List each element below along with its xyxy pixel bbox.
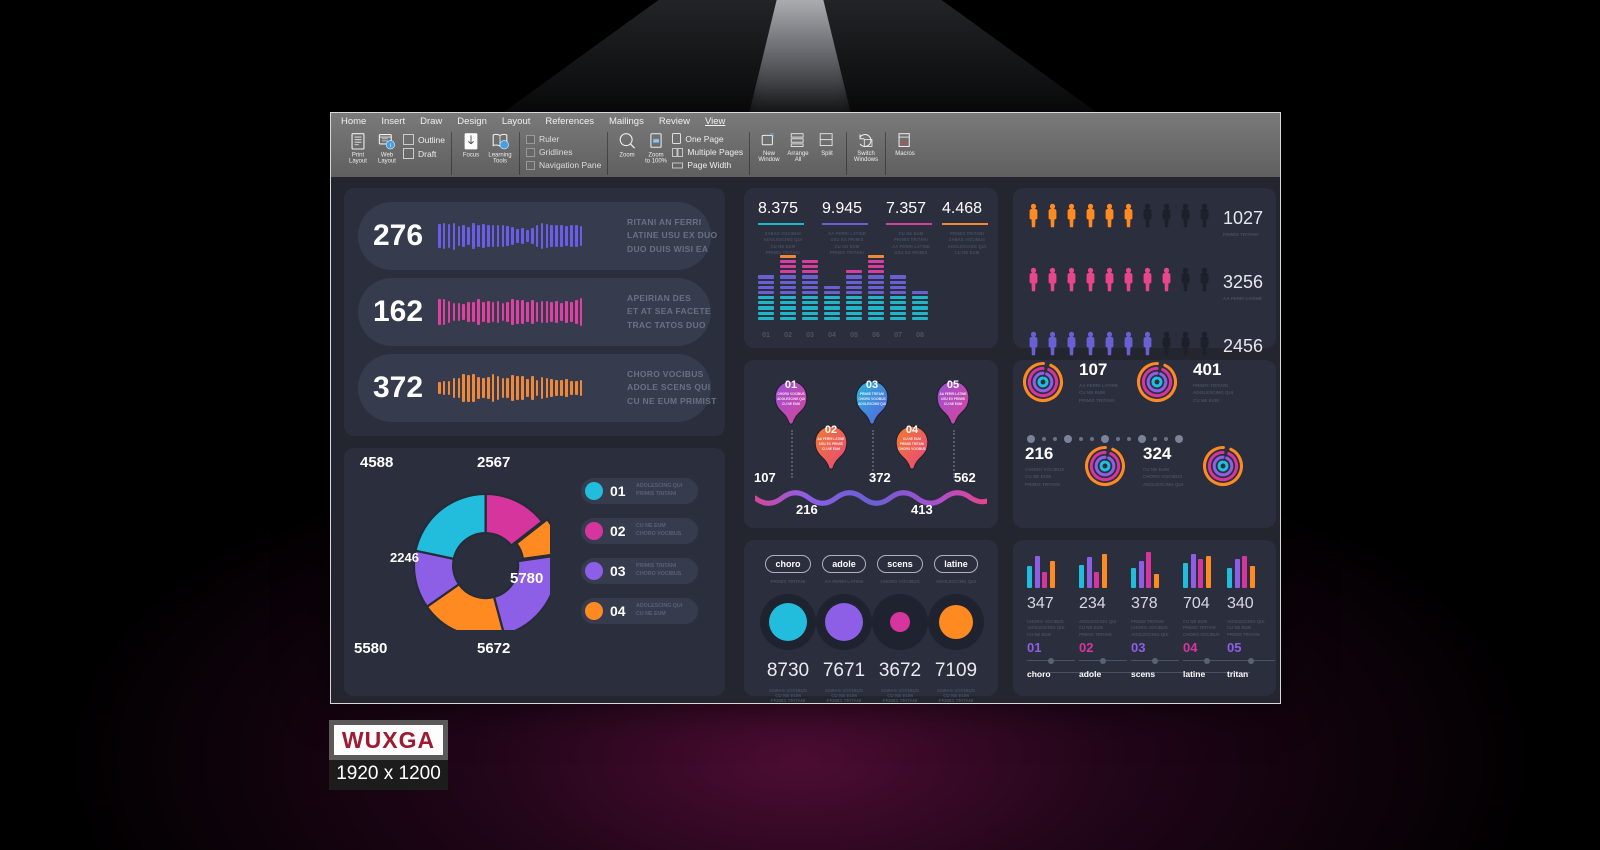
svg-text:i: i — [390, 143, 391, 149]
svg-text:100: 100 — [653, 139, 659, 143]
